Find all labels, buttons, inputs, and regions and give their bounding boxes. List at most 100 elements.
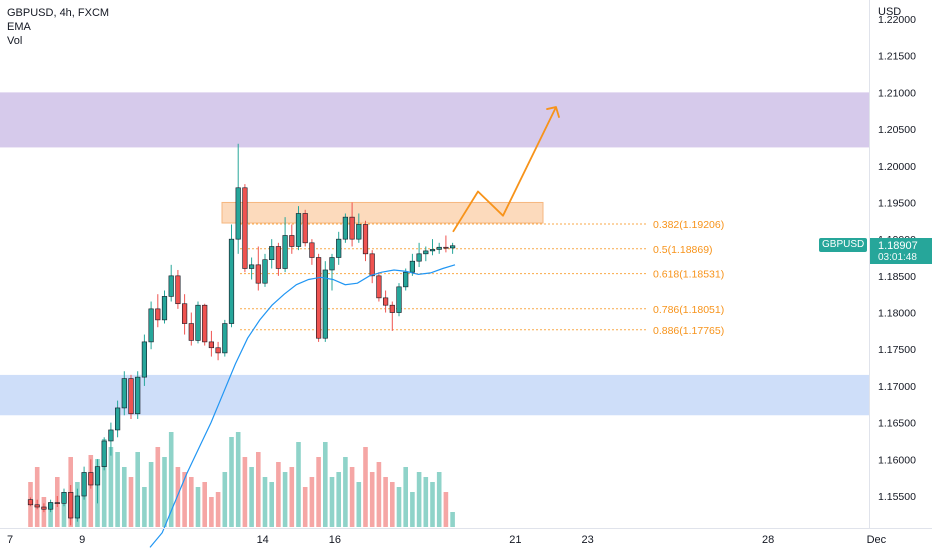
volume-bar <box>235 432 241 527</box>
projection-arrow[interactable] <box>452 106 560 233</box>
volume-bar <box>430 482 435 527</box>
price-tick-label: 1.18500 <box>878 271 916 283</box>
candle-body <box>115 407 121 431</box>
volume-bar <box>128 477 134 527</box>
volume-bar <box>363 447 368 527</box>
candle-body <box>436 246 442 250</box>
volume-bar <box>48 502 53 527</box>
candle-body <box>208 341 215 349</box>
volume-bar <box>215 492 221 527</box>
volume-bar <box>450 512 455 527</box>
candle-body <box>195 304 201 341</box>
volume-bar <box>282 472 288 527</box>
fib-level-label: 0.886(1.17765) <box>653 325 724 337</box>
legend-ema[interactable]: EMA <box>7 21 31 33</box>
candle-body <box>61 492 67 504</box>
last-price-label: 1.18907 03:01:48 <box>870 238 932 264</box>
time-tick-label: 9 <box>79 534 85 546</box>
volume-bar <box>269 482 274 527</box>
volume-bar <box>329 477 335 527</box>
bar-countdown: 03:01:48 <box>878 252 917 263</box>
candle-body <box>396 286 402 313</box>
candle-body <box>429 249 436 252</box>
volume-bar <box>423 477 429 527</box>
volume-bar <box>296 442 301 527</box>
fib-retracement[interactable]: 0.382(1.19206) 0.5(1.18869) 0.618(1.18531)… <box>240 219 724 337</box>
candle-body <box>443 246 449 249</box>
candle-body <box>369 253 375 277</box>
candle-body <box>175 275 181 305</box>
price-tick-label: 1.21000 <box>878 87 916 99</box>
legend-symbol[interactable]: GBPUSD, 4h, FXCM <box>7 7 110 19</box>
candle-body <box>148 308 154 343</box>
price-tick-label: 1.16000 <box>878 454 916 466</box>
candle-body <box>94 466 101 486</box>
time-tick-label: 23 <box>581 534 593 546</box>
volume-bar <box>122 467 127 527</box>
candle-body <box>449 245 456 249</box>
axis-currency[interactable]: USD <box>878 6 902 18</box>
fib-level-label: 0.618(1.18531) <box>653 269 724 281</box>
legend-vol[interactable]: Vol <box>7 35 23 47</box>
candle-body <box>202 304 208 343</box>
last-price-value: 1.18907 <box>878 240 918 252</box>
volume-bar <box>101 439 107 527</box>
volume-bar <box>262 477 268 527</box>
candle-body <box>255 264 261 284</box>
volume-bar <box>142 487 147 527</box>
volume-bar <box>316 457 321 527</box>
candle-body <box>282 235 288 269</box>
candle-body <box>322 269 328 339</box>
volume-bar <box>222 472 228 527</box>
chart-legend: GBPUSD, 4h, FXCM EMA Vol <box>7 6 109 48</box>
candle-body <box>356 224 362 240</box>
price-tick-label: 1.22000 <box>878 14 916 26</box>
candle-body <box>141 341 148 378</box>
volume-bar <box>88 455 94 527</box>
ema-line <box>149 264 456 548</box>
candle-body <box>228 238 235 324</box>
volume-bar <box>289 467 295 527</box>
volume-bar <box>416 472 422 527</box>
volume-bar <box>202 482 207 527</box>
volume-bar <box>309 477 315 527</box>
price-tick-label: 1.15500 <box>878 491 916 503</box>
volume-bar <box>336 472 341 527</box>
candle-body <box>168 275 174 297</box>
projection-arrowhead <box>546 106 560 118</box>
supply-zone <box>0 92 869 148</box>
candle-body <box>88 472 94 486</box>
candle-body <box>121 378 127 409</box>
time-tick-label: 16 <box>329 534 341 546</box>
time-tick-label: 7 <box>7 534 13 546</box>
candle-body <box>262 259 268 284</box>
candle-body <box>289 235 295 247</box>
volume-bar <box>302 487 308 527</box>
price-tick-label: 1.20500 <box>878 124 916 136</box>
price-tick-label: 1.21500 <box>878 51 916 63</box>
price-tick-label: 1.17000 <box>878 381 916 393</box>
time-tick-label: 14 <box>257 534 269 546</box>
candle-body <box>27 499 34 506</box>
fib-level-label: 0.382(1.19206) <box>653 219 724 231</box>
candle-body <box>242 187 248 269</box>
candle-body <box>47 502 54 510</box>
candle-body <box>362 224 369 255</box>
candle-body <box>409 260 416 273</box>
volume-bar <box>256 452 261 527</box>
candle-body <box>315 257 322 339</box>
symbol-price-label: GBPUSD <box>819 238 868 252</box>
candle-body <box>68 492 74 519</box>
volume-bar <box>135 452 140 527</box>
time-axis[interactable]: 791416212328Dec57 <box>7 534 932 546</box>
fib-level-label: 0.5(1.18869) <box>653 244 713 256</box>
volume-bar <box>229 437 234 527</box>
volume-bar <box>182 472 187 527</box>
candle-body <box>382 297 389 306</box>
volume-bar <box>410 492 415 527</box>
projection-path <box>452 106 557 233</box>
candle-body <box>188 323 194 341</box>
volume-bar <box>148 462 154 527</box>
price-axis[interactable]: 1.22000 1.21500 1.21000 1.20500 1.20000 1.195… <box>878 14 916 503</box>
